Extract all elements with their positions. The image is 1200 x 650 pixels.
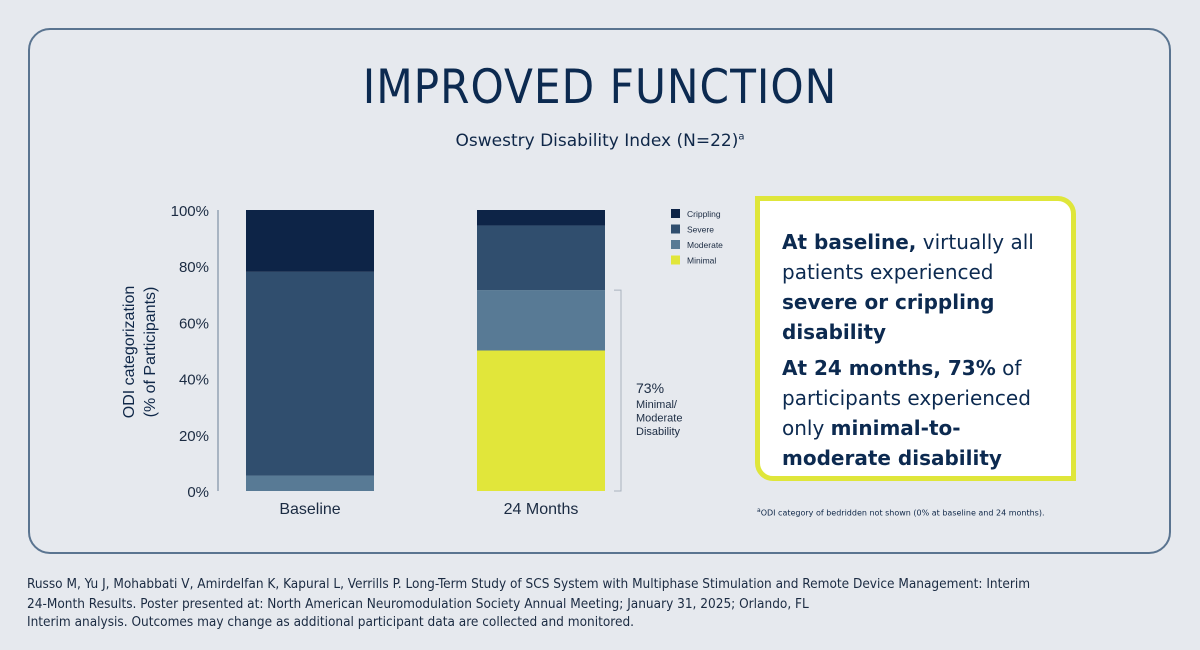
summary-callout: At baseline, virtually all patients expe… (755, 196, 1076, 481)
annotation-bracket (614, 289, 622, 492)
legend-swatch-moderate (671, 240, 680, 249)
x-tick-label-baseline: Baseline (279, 501, 340, 518)
bar-24-months-minimal (477, 350, 605, 491)
y-tick-label-100: 100% (171, 203, 209, 220)
bar-24-months-crippling (477, 210, 605, 226)
callout-baseline-lead: At baseline, (782, 230, 917, 254)
footnote: aODI category of bedridden not shown (0%… (757, 507, 1045, 518)
legend-label-moderate: Moderate (687, 240, 723, 250)
legend-swatch-severe (671, 224, 680, 234)
x-tick-label-24-months: 24 Months (504, 501, 579, 518)
footnote-text: ODI category of bedridden not shown (0% … (760, 508, 1045, 518)
y-tick-label-40: 40% (179, 372, 209, 389)
legend-swatch-crippling (671, 209, 680, 218)
callout-24-months-emphasis: minimal-to-moderate disability (782, 416, 1002, 470)
citation: Russo M, Yu J, Mohabbati V, Amirdelfan K… (27, 574, 1177, 614)
y-tick-label-80: 80% (179, 259, 209, 276)
annotation-line-3: Moderate (636, 413, 682, 425)
y-tick-label-60: 60% (179, 315, 209, 332)
legend-label-severe: Severe (687, 225, 714, 235)
page-title: IMPROVED FUNCTION (362, 60, 838, 115)
callout-24-months-text: of participants experienced only (782, 356, 1031, 440)
callout-24-months-lead: At 24 months, 73% (782, 356, 996, 380)
callout-baseline-text: virtually all patients experienced (782, 230, 1034, 284)
y-tick-label-0: 0% (187, 484, 209, 501)
y-tick-label-20: 20% (179, 428, 209, 445)
annotation-line-4: Disability (636, 426, 681, 438)
bar-baseline-severe (246, 271, 374, 476)
footnote-marker: a (757, 507, 761, 514)
callout-baseline-emphasis: severe or crippling disability (782, 290, 995, 344)
callout-baseline: At baseline, virtually all patients expe… (782, 227, 1053, 347)
content-frame (28, 28, 1171, 554)
bar-24-months-moderate (477, 290, 605, 351)
annotation-line-1: 73% (636, 380, 664, 396)
legend-label-crippling: Crippling (687, 209, 721, 219)
bar-baseline-crippling (246, 210, 374, 272)
y-axis-label-line-2: (% of Participants) (142, 287, 159, 418)
annotation-line-2: Minimal/ (636, 399, 678, 411)
subtitle-superscript: a (738, 131, 745, 143)
subtitle-text: Oswestry Disability Index (N=22) (455, 131, 739, 151)
bar-baseline-moderate (246, 475, 374, 491)
legend-swatch-minimal (671, 255, 680, 265)
citation-line-2: 24-Month Results. Poster presented at: N… (27, 596, 809, 612)
citation-line-1: Russo M, Yu J, Mohabbati V, Amirdelfan K… (27, 576, 1031, 592)
chart-subtitle: Oswestry Disability Index (N=22)a (0, 131, 1200, 151)
interim-note: Interim analysis. Outcomes may change as… (27, 614, 635, 630)
y-axis-label-line-1: ODI categorization (121, 286, 138, 419)
callout-24-months: At 24 months, 73% of participants experi… (782, 353, 1053, 473)
bar-24-months-severe (477, 225, 605, 291)
legend-label-minimal: Minimal (687, 256, 716, 266)
